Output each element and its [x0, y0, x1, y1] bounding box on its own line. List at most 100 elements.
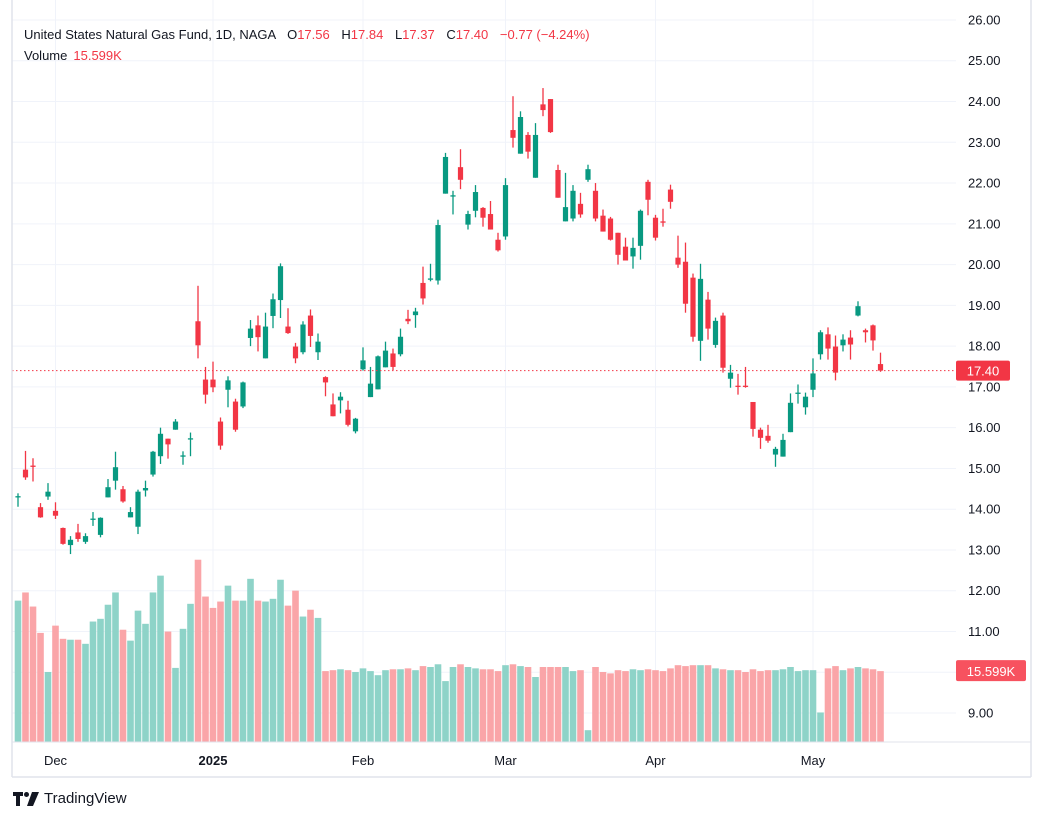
candle-up	[382, 341, 389, 368]
volume-bar	[262, 601, 269, 742]
high-label: H	[341, 27, 351, 42]
candle-down	[652, 214, 659, 241]
candle-body	[322, 377, 329, 383]
candle-body	[262, 326, 269, 359]
last-volume-label: 15.599K	[967, 664, 1016, 679]
volume-bar	[59, 638, 67, 742]
close-label: C	[446, 27, 456, 42]
volume-bar	[14, 600, 22, 742]
volume-bar	[667, 668, 674, 742]
volume-bar	[194, 559, 202, 742]
candle-up	[502, 178, 509, 240]
candle-body	[847, 337, 854, 345]
volume-bar	[254, 600, 262, 742]
candle-up	[772, 446, 779, 467]
volume-bar	[457, 664, 464, 742]
volume-bar	[449, 667, 457, 742]
volume-bar	[292, 590, 299, 742]
volume-bar	[862, 668, 869, 742]
candle-down	[555, 164, 561, 198]
candle-down	[60, 527, 66, 545]
symbol-title[interactable]: United States Natural Gas Fund, 1D, NAGA	[24, 27, 276, 42]
candle-up	[187, 432, 194, 457]
candle-down	[765, 424, 771, 443]
volume-bar	[764, 670, 772, 742]
legend-volume-row: Volume 15.599K	[24, 45, 590, 66]
price-tick-label: 17.00	[968, 379, 1001, 394]
volume-bar	[112, 592, 119, 742]
candle-up	[810, 358, 816, 398]
candle-body	[112, 467, 119, 481]
volume-bar	[187, 603, 194, 742]
candle-body	[562, 207, 569, 222]
volume-bar	[802, 670, 809, 742]
volume-bar	[839, 670, 847, 742]
candle-body	[877, 364, 884, 371]
volume-bar	[149, 592, 157, 742]
candle-down	[862, 328, 869, 343]
low-label: L	[394, 27, 403, 42]
candle-body	[570, 190, 576, 219]
candle-body	[802, 396, 809, 408]
candle-down	[217, 417, 224, 450]
candle-body	[622, 246, 629, 261]
candle-down	[22, 450, 29, 480]
volume-bar	[179, 628, 187, 742]
candle-body	[15, 496, 21, 498]
volume-bar	[52, 625, 59, 742]
candle-body	[240, 382, 246, 407]
volume-bar	[524, 667, 532, 742]
candle-down	[547, 99, 554, 133]
candle-down	[592, 183, 599, 222]
candle-up	[45, 483, 51, 500]
candle-down	[405, 309, 411, 325]
candle-body	[337, 396, 344, 401]
candle-body	[390, 353, 396, 367]
volume-bar	[344, 670, 352, 742]
candle-up	[337, 392, 344, 414]
candle-up	[157, 427, 164, 464]
volume-bar	[397, 669, 404, 742]
volume-bar	[532, 677, 539, 742]
candle-body	[367, 383, 374, 398]
volume-bar	[367, 671, 374, 742]
volume-bar	[614, 670, 622, 742]
candle-down	[750, 401, 756, 437]
candle-down	[457, 149, 464, 190]
price-tick-label: 18.00	[968, 339, 1001, 354]
price-axis[interactable]: 26.00 25.00 24.00 23.00 22.00 21.00 20.00 19.00…	[956, 12, 1026, 721]
candle-up	[172, 419, 179, 430]
candle-body	[157, 433, 164, 457]
volume-label[interactable]: Volume	[24, 48, 68, 63]
brand-name: TradingView	[44, 790, 127, 807]
candle-up	[90, 512, 96, 526]
volume-bar	[44, 672, 52, 742]
candle-down	[660, 208, 666, 227]
candle-down	[322, 376, 329, 397]
candle-down	[675, 235, 681, 268]
candle-down	[690, 273, 696, 342]
volume-bar	[487, 669, 494, 742]
volume-bar	[142, 623, 149, 742]
tradingview-brand[interactable]: TradingView	[13, 790, 127, 807]
volume-bar	[742, 672, 749, 742]
volume-bar	[772, 670, 779, 742]
candle-up	[630, 237, 636, 269]
volume-bar	[119, 629, 127, 742]
candle-body	[285, 326, 291, 334]
candle-up	[315, 333, 321, 360]
price-tick-label: 22.00	[968, 176, 1001, 191]
candle-body	[300, 324, 306, 353]
price-tick-label: 23.00	[968, 135, 1001, 150]
candle-body	[202, 379, 209, 395]
candle-down	[120, 485, 126, 503]
candle-body	[510, 130, 516, 138]
candle-down	[480, 207, 486, 227]
candle-up	[472, 185, 479, 218]
candle-body	[600, 215, 606, 232]
candle-body	[195, 321, 201, 346]
candle-up	[112, 451, 119, 490]
volume-bar	[479, 669, 487, 742]
time-axis[interactable]: Dec 2025 Feb Mar Apr May	[44, 753, 826, 768]
